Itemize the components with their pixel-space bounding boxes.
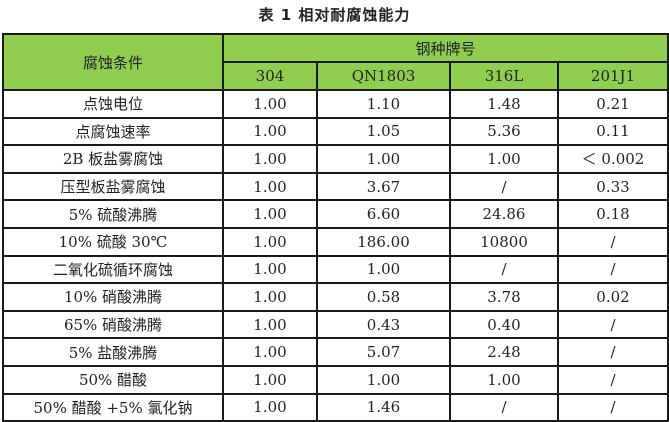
value-cell: 1.46 <box>316 392 451 422</box>
value-cell: 0.43 <box>316 309 451 340</box>
value-cell: / <box>556 392 669 422</box>
value-cell: / <box>556 254 669 285</box>
value-cell: 1.00 <box>222 89 318 119</box>
value-cell: 6.60 <box>316 199 451 229</box>
value-cell: 1.00 <box>222 116 318 147</box>
table-row: 10% 硝酸沸腾 1.00 0.58 3.78 0.02 <box>2 282 669 312</box>
value-cell: 1.00 <box>222 171 318 202</box>
table-row: 点腐蚀速率 1.00 1.05 5.36 0.11 <box>2 116 669 147</box>
value-cell: 0.02 <box>556 282 669 312</box>
table-row: 二氧化硫循环腐蚀 1.00 1.00// <box>2 254 669 285</box>
value-cell: 1.00 <box>449 144 559 174</box>
table-row: 压型板盐雾腐蚀 1.00 3.67/0.33 <box>2 171 669 202</box>
value-cell: 0.58 <box>316 282 451 312</box>
corrosion-resistance-table: 腐蚀条件 钢种牌号 304 QN1803 316L 201J1 点蚀电位 1.00… <box>2 33 669 422</box>
value-cell: 1.00 <box>222 309 318 340</box>
value-cell: 0.11 <box>556 116 669 147</box>
value-cell: 1.00 <box>316 144 451 174</box>
value-cell: 186.00 <box>316 226 451 257</box>
header-grade: 201J1 <box>556 61 669 91</box>
value-cell: 1.00 <box>222 144 318 174</box>
table-row: 点蚀电位 1.00 1.10 1.48 0.21 <box>2 89 669 119</box>
value-cell: / <box>556 226 669 257</box>
value-cell: 1.00 <box>222 226 318 257</box>
value-cell: ＜ 0.002 <box>556 144 669 174</box>
value-cell: 1.00 <box>222 364 318 395</box>
header-grade: 316L <box>449 61 559 91</box>
value-cell: 3.78 <box>449 282 559 312</box>
value-cell: / <box>556 337 669 367</box>
condition-cell: 50% 醋酸 <box>2 364 224 395</box>
condition-cell: 10% 硝酸沸腾 <box>2 282 224 312</box>
condition-cell: 10% 硫酸 30℃ <box>2 226 224 257</box>
condition-cell: 2B 板盐雾腐蚀 <box>2 144 224 174</box>
condition-cell: 5% 硫酸沸腾 <box>2 199 224 229</box>
table-row: 5% 硫酸沸腾 1.00 6.60 24.86 0.18 <box>2 199 669 229</box>
condition-cell: 5% 盐酸沸腾 <box>2 337 224 367</box>
condition-cell: 65% 硝酸沸腾 <box>2 309 224 340</box>
value-cell: 1.00 <box>222 392 318 422</box>
value-cell: 1.00 <box>222 282 318 312</box>
value-cell: 5.07 <box>316 337 451 367</box>
condition-cell: 点腐蚀速率 <box>2 116 224 147</box>
table-row: 50% 醋酸 1.00 1.00 1.00/ <box>2 364 669 395</box>
condition-cell: 50% 醋酸 +5% 氯化钠 <box>2 392 224 422</box>
table-row: 2B 板盐雾腐蚀 1.00 1.00 1.00 ＜ 0.002 <box>2 144 669 174</box>
value-cell: 0.21 <box>556 89 669 119</box>
value-cell: / <box>449 392 559 422</box>
value-cell: 0.40 <box>449 309 559 340</box>
value-cell: / <box>449 254 559 285</box>
value-cell: 1.00 <box>316 364 451 395</box>
value-cell: 1.10 <box>316 89 451 119</box>
value-cell: 1.00 <box>222 254 318 285</box>
value-cell: 1.00 <box>222 199 318 229</box>
value-cell: / <box>556 364 669 395</box>
value-cell: 0.33 <box>556 171 669 202</box>
value-cell: 0.18 <box>556 199 669 229</box>
value-cell: 1.00 <box>449 364 559 395</box>
value-cell: 5.36 <box>449 116 559 147</box>
condition-cell: 二氧化硫循环腐蚀 <box>2 254 224 285</box>
table-row: 65% 硝酸沸腾 1.00 0.43 0.40/ <box>2 309 669 340</box>
value-cell: 1.05 <box>316 116 451 147</box>
value-cell: 1.48 <box>449 89 559 119</box>
condition-cell: 压型板盐雾腐蚀 <box>2 171 224 202</box>
value-cell: 10800 <box>449 226 559 257</box>
value-cell: / <box>556 309 669 340</box>
value-cell: 3.67 <box>316 171 451 202</box>
table-title: 表 1 相对耐腐蚀能力 <box>258 6 411 24</box>
value-cell: 24.86 <box>449 199 559 229</box>
table-row: 10% 硫酸 30℃ 1.00 186.00 10800/ <box>2 226 669 257</box>
header-steel-grade-group: 钢种牌号 <box>221 33 669 63</box>
table-row: 50% 醋酸 +5% 氯化钠 1.00 1.46// <box>2 392 669 422</box>
value-cell: 1.00 <box>222 337 318 367</box>
table-row: 5% 盐酸沸腾 1.00 5.07 2.48/ <box>2 337 669 367</box>
value-cell: 2.48 <box>449 337 559 367</box>
value-cell: / <box>449 171 559 202</box>
header-grade: QN1803 <box>316 61 451 91</box>
condition-cell: 点蚀电位 <box>2 89 224 119</box>
header-grade: 304 <box>222 61 318 91</box>
header-condition: 腐蚀条件 <box>2 33 224 91</box>
value-cell: 1.00 <box>316 254 451 285</box>
